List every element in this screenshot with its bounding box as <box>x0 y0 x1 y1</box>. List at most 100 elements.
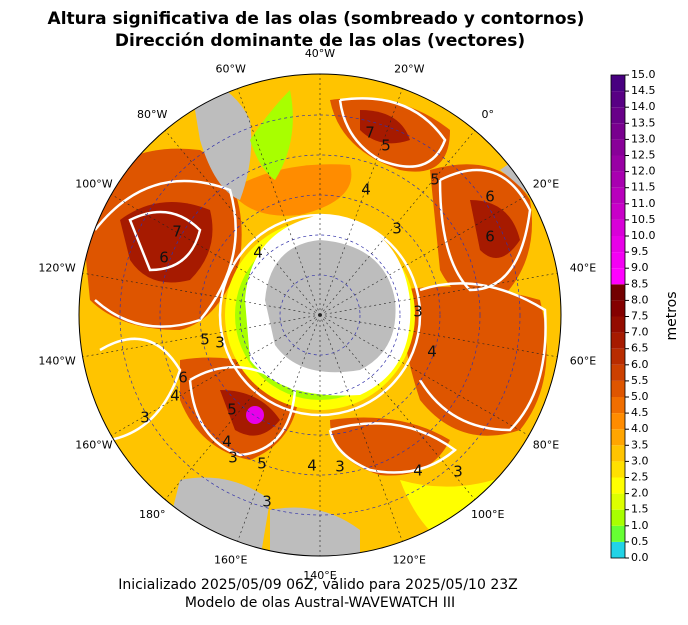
longitude-label: 60°E <box>570 354 596 367</box>
contour-label: 6 <box>159 249 169 267</box>
contour-label: 5 <box>257 455 267 473</box>
colorbar-tick-label: 4.0 <box>631 422 649 435</box>
colorbar-tick-label: 13.5 <box>631 116 656 129</box>
meridian <box>319 272 558 316</box>
colorbar-segment <box>611 445 625 462</box>
colorbar-segment <box>611 107 625 124</box>
contour-label: 6 <box>178 369 188 387</box>
colorbar-segment <box>611 541 625 558</box>
colorbar-tick-label: 14.0 <box>631 100 656 113</box>
colorbar-tick-label: 5.0 <box>631 390 649 403</box>
contour-label: 4 <box>307 457 317 475</box>
contour-label: 3 <box>228 449 238 467</box>
title-line: Altura significativa de las olas (sombre… <box>48 9 585 29</box>
colorbar-tick-label: 3.5 <box>631 438 649 451</box>
meridian <box>237 314 321 542</box>
colorbar-tick-label: 14.5 <box>631 84 656 97</box>
colorbar-tick-label: 8.0 <box>631 293 649 306</box>
colorbar-segment <box>611 316 625 333</box>
contour-label: 3 <box>413 303 423 321</box>
contour-label: 5 <box>227 401 237 419</box>
colorbar-segment <box>611 364 625 381</box>
footer-line: Modelo de olas Austral-WAVEWATCH III <box>185 595 455 611</box>
colorbar-segment <box>611 203 625 220</box>
colorbar-tick-label: 10.5 <box>631 213 656 226</box>
contour-label: 5 <box>200 331 210 349</box>
colorbar-tick-label: 11.0 <box>631 197 656 210</box>
contour-label: 5 <box>381 137 391 155</box>
map-shading <box>79 74 561 556</box>
colorbar-tick-label: 1.0 <box>631 519 649 532</box>
contour-label: 6 <box>485 188 495 206</box>
meridian <box>164 130 321 316</box>
colorbar-tick-label: 1.5 <box>631 503 649 516</box>
colorbar-segment <box>611 91 625 108</box>
colorbar-segment <box>611 252 625 269</box>
colorbar-segment <box>611 461 625 478</box>
contour-label: 3 <box>335 458 345 476</box>
longitude-label: 100°E <box>471 508 504 521</box>
contour-label: 3 <box>392 220 402 238</box>
colorbar-label: metros <box>664 291 680 340</box>
colorbar-segment <box>611 219 625 236</box>
meridian <box>164 314 321 500</box>
colorbar-segment <box>611 236 625 253</box>
colorbar-tick-label: 9.5 <box>631 245 649 258</box>
contour-label: 3 <box>262 493 272 511</box>
longitude-label: 80°W <box>137 108 167 121</box>
longitude-label: 160°W <box>75 439 112 452</box>
colorbar-tick-label: 12.0 <box>631 165 656 178</box>
colorbar-segment <box>611 332 625 349</box>
longitude-label: 40°W <box>305 47 335 60</box>
contour-label: 7 <box>172 223 182 241</box>
colorbar-tick-label: 0.5 <box>631 535 649 548</box>
colorbar-tick-label: 11.5 <box>631 181 656 194</box>
colorbar-tick-label: 2.0 <box>631 487 649 500</box>
meridian <box>319 314 558 358</box>
longitude-label: 100°W <box>75 178 112 191</box>
meridian <box>319 88 403 316</box>
contour-label: 3 <box>140 409 150 427</box>
meridian <box>319 314 403 542</box>
contour-label: 4 <box>413 462 423 480</box>
colorbar-segment <box>611 155 625 172</box>
colorbar-segment <box>611 300 625 317</box>
meridian <box>237 88 321 316</box>
colorbar-segment <box>611 348 625 365</box>
colorbar-segment <box>611 493 625 510</box>
longitude-label: 120°W <box>38 262 75 275</box>
colorbar-segment <box>611 123 625 140</box>
longitude-label: 80°E <box>533 439 559 452</box>
meridian <box>319 130 476 316</box>
longitude-label: 160°E <box>214 553 247 566</box>
colorbar-segment <box>611 268 625 285</box>
footer-line: Inicializado 2025/05/09 06Z, válido para… <box>118 577 517 593</box>
longitude-label: 0° <box>482 108 495 121</box>
longitude-label: 140°E <box>303 569 336 582</box>
longitude-label: 20°W <box>394 63 424 76</box>
colorbar-segment <box>611 397 625 414</box>
map-border <box>78 73 562 557</box>
contour-label: 4 <box>170 387 180 405</box>
colorbar-tick-label: 12.5 <box>631 149 656 162</box>
longitude-label: 40°E <box>570 262 596 275</box>
meridian <box>111 314 321 436</box>
colorbar-segment <box>611 429 625 446</box>
colorbar-tick-label: 7.0 <box>631 326 649 339</box>
colorbar-tick-label: 15.0 <box>631 68 656 81</box>
colorbar-segment <box>611 525 625 542</box>
meridian <box>111 194 321 316</box>
colorbar-segment <box>611 284 625 301</box>
contour-label: 5 <box>430 171 440 189</box>
meridian <box>82 272 321 316</box>
colorbar-tick-label: 6.0 <box>631 358 649 371</box>
colorbar-tick-label: 6.5 <box>631 342 649 355</box>
longitude-label: 140°W <box>38 354 75 367</box>
colorbar-tick-label: 4.5 <box>631 406 649 419</box>
colorbar-segment <box>611 139 625 156</box>
longitude-label: 180° <box>139 508 166 521</box>
meridian <box>319 314 476 500</box>
contour-label: 4 <box>361 181 371 199</box>
meridians <box>82 74 558 556</box>
meridian <box>82 314 321 358</box>
